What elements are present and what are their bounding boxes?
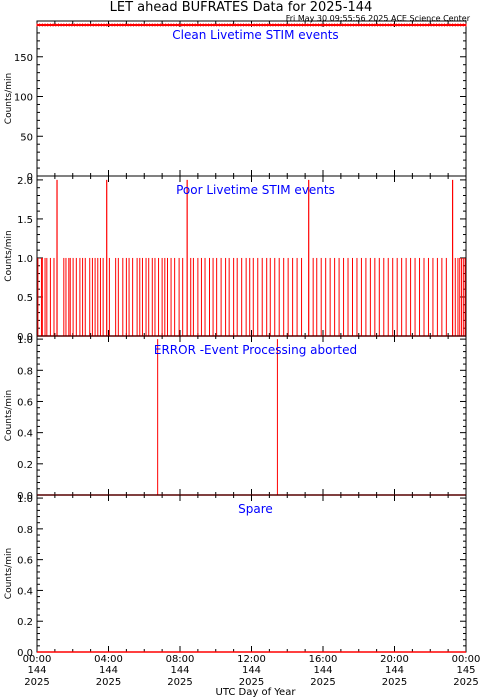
- panel-label: Spare: [238, 502, 273, 516]
- x-tick-time: 00:00: [452, 654, 481, 665]
- panel-frame-1: [36, 20, 467, 177]
- x-tick-time: 00:00: [23, 654, 52, 665]
- x-tick-time: 04:00: [94, 654, 123, 665]
- x-tick-year: 2025: [167, 677, 192, 688]
- x-tick-year: 2025: [96, 677, 121, 688]
- y-axis-label: Counts/min: [4, 230, 14, 281]
- x-tick-day: 144: [242, 665, 261, 676]
- x-tick-day: 144: [313, 665, 332, 676]
- panel-label: Poor Livetime STIM events: [176, 183, 335, 197]
- y-tick-label: 50: [20, 132, 33, 143]
- x-tick-year: 2025: [453, 677, 478, 688]
- y-tick-label: 0.6: [17, 397, 33, 408]
- panel-frame-4: [36, 494, 467, 653]
- y-tick-label: 1.0: [17, 254, 33, 265]
- y-tick-label: 0.8: [17, 366, 33, 377]
- y-tick-label: 0.5: [17, 293, 33, 304]
- y-tick-label: 150: [14, 53, 33, 64]
- x-tick-time: 20:00: [380, 654, 409, 665]
- y-tick-label: 1.0: [17, 335, 33, 346]
- y-tick-label: 0.8: [17, 525, 33, 536]
- y-tick-label: 0.0: [17, 648, 33, 659]
- y-tick-label: 1.5: [17, 215, 33, 226]
- y-axis-label: Counts/min: [4, 548, 14, 599]
- y-tick-label: 1.0: [17, 494, 33, 505]
- panel-frame-3: [36, 335, 467, 496]
- x-tick-day: 144: [170, 665, 189, 676]
- y-tick-label: 0.2: [17, 460, 33, 471]
- x-tick-year: 2025: [382, 677, 407, 688]
- x-tick-year: 2025: [239, 677, 264, 688]
- x-axis-label: UTC Day of Year: [216, 687, 297, 698]
- chart-title: LET ahead BUFRATES Data for 2025-144: [109, 0, 373, 15]
- x-tick-day: 144: [385, 665, 404, 676]
- y-tick-label: 0.4: [17, 429, 33, 440]
- panel-label: ERROR -Event Processing aborted: [154, 343, 357, 357]
- y-tick-label: 100: [14, 93, 33, 104]
- x-tick-time: 08:00: [166, 654, 195, 665]
- x-tick-day: 144: [27, 665, 46, 676]
- y-tick-label: 0: [27, 172, 33, 183]
- y-tick-label: 0.2: [17, 617, 33, 628]
- x-tick-year: 2025: [24, 677, 49, 688]
- y-tick-label: 0.0: [17, 332, 33, 343]
- x-tick-day: 144: [99, 665, 118, 676]
- x-tick-time: 12:00: [237, 654, 266, 665]
- y-axis-label: Counts/min: [4, 73, 14, 124]
- y-tick-label: 2.0: [17, 176, 33, 187]
- x-tick-time: 16:00: [309, 654, 338, 665]
- y-tick-label: 0.4: [17, 586, 33, 597]
- y-axis-label: Counts/min: [4, 390, 14, 441]
- y-tick-label: 0.0: [17, 491, 33, 502]
- x-tick-day: 145: [456, 665, 475, 676]
- x-tick-year: 2025: [310, 677, 335, 688]
- y-tick-label: 0.6: [17, 556, 33, 567]
- panel-label: Clean Livetime STIM events: [172, 28, 338, 42]
- timestamp-label: Fri May 30 09:55:56 2025 ACE Science Cen…: [285, 14, 470, 23]
